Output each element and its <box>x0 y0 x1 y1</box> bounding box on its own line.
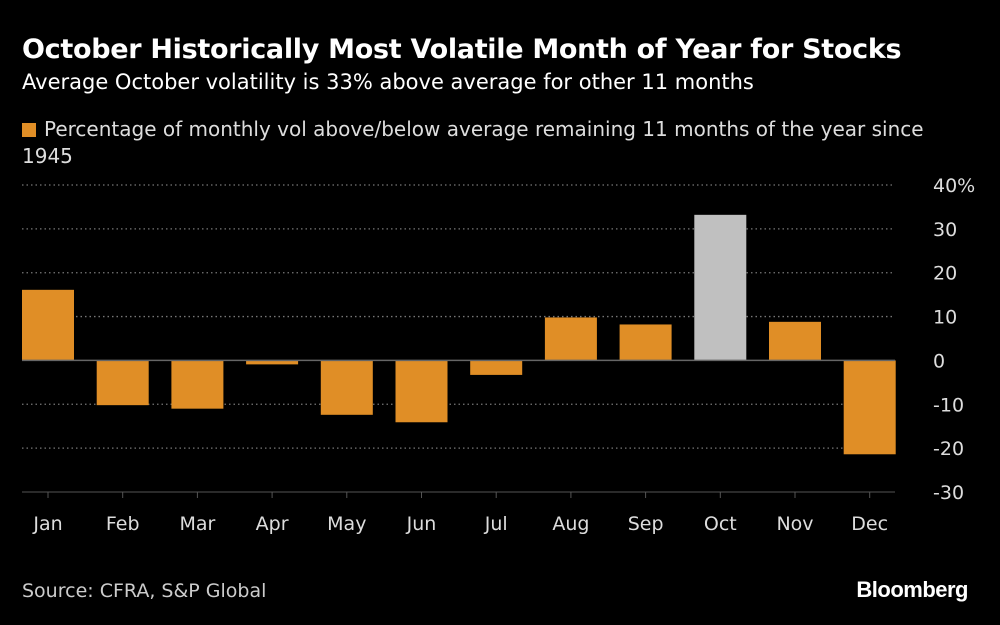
y-tick-label: 10 <box>933 307 957 329</box>
y-tick-label: 20 <box>933 263 957 285</box>
bar-sep <box>619 324 672 361</box>
bar-aug <box>544 317 597 361</box>
bar-nov <box>769 321 821 361</box>
bar-jul <box>470 360 523 375</box>
y-tick-label: -20 <box>933 438 964 460</box>
y-tick-label: 0 <box>933 350 945 372</box>
chart-subtitle: Average October volatility is 33% above … <box>22 70 754 94</box>
source-note: Source: CFRA, S&P Global <box>22 580 267 602</box>
x-tick-label: Jan <box>32 513 62 535</box>
x-tick-label: Oct <box>704 513 737 535</box>
legend: Percentage of monthly vol above/below av… <box>22 116 962 170</box>
x-tick-label: Feb <box>106 513 140 535</box>
bar-apr <box>246 360 299 365</box>
x-tick-label: Dec <box>851 513 888 535</box>
x-tick-label: Jul <box>484 513 508 535</box>
bloomberg-logo: Bloomberg <box>856 577 968 602</box>
bar-jun <box>395 360 448 423</box>
x-tick-label: Sep <box>628 513 664 535</box>
chart-title: October Historically Most Volatile Month… <box>22 34 902 65</box>
y-tick-label: -30 <box>933 482 964 504</box>
x-tick-label: Nov <box>776 513 813 535</box>
y-tick-label: 40% <box>933 175 975 197</box>
x-tick-label: Mar <box>179 513 215 535</box>
bar-oct <box>694 214 747 361</box>
bar-may <box>320 360 373 415</box>
bar-jan <box>22 289 74 361</box>
x-tick-label: Aug <box>552 513 589 535</box>
bar-dec <box>843 360 896 455</box>
y-tick-label: -10 <box>933 394 964 416</box>
x-tick-label: Apr <box>256 513 289 535</box>
y-tick-label: 30 <box>933 219 957 241</box>
legend-swatch <box>22 123 36 137</box>
legend-label: Percentage of monthly vol above/below av… <box>22 117 924 168</box>
bar-feb <box>96 360 149 406</box>
x-tick-label: Jun <box>406 513 437 535</box>
x-tick-label: May <box>327 513 366 535</box>
bar-mar <box>171 360 224 409</box>
